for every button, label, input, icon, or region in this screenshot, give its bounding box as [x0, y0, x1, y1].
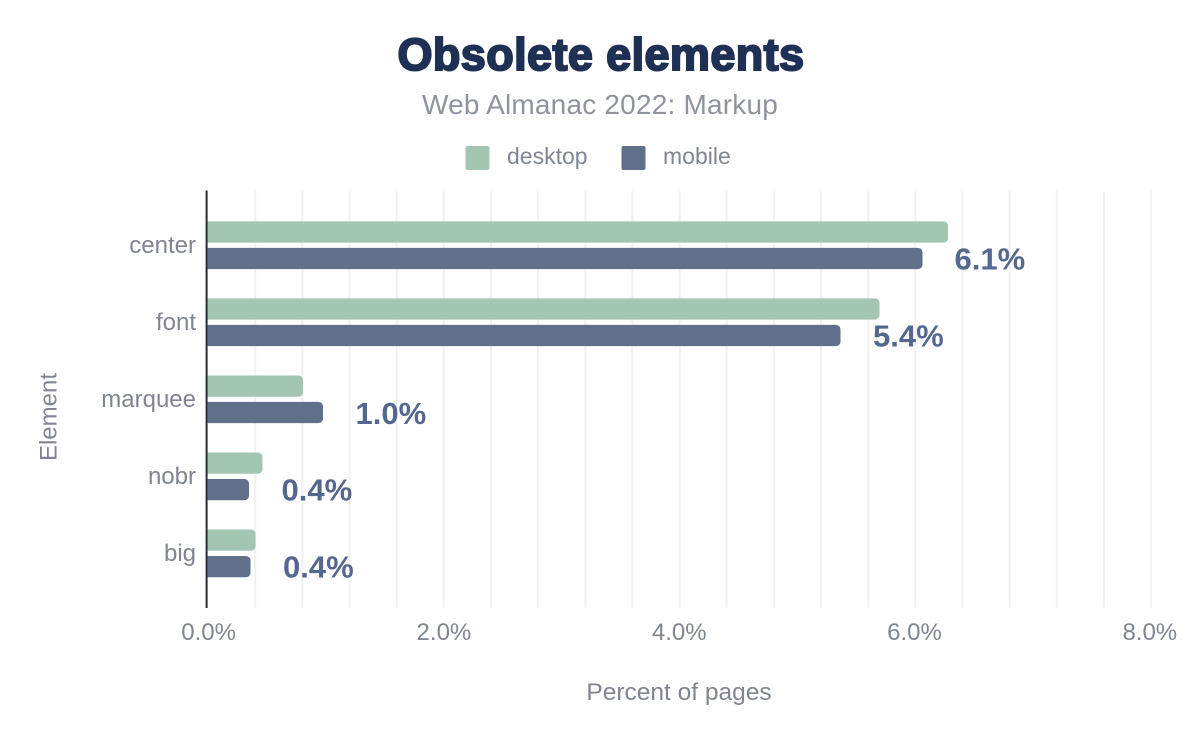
- svg-text:marquee: marquee: [101, 386, 196, 413]
- svg-text:Obsolete elements: Obsolete elements: [398, 29, 805, 80]
- svg-text:4.0%: 4.0%: [652, 619, 707, 646]
- svg-text:nobr: nobr: [148, 463, 196, 490]
- svg-text:1.0%: 1.0%: [356, 396, 427, 431]
- svg-text:big: big: [164, 540, 196, 567]
- svg-text:5.4%: 5.4%: [873, 319, 944, 354]
- svg-text:6.0%: 6.0%: [887, 619, 942, 646]
- svg-text:Web Almanac 2022: Markup: Web Almanac 2022: Markup: [422, 89, 778, 120]
- svg-text:0.4%: 0.4%: [283, 550, 354, 585]
- svg-text:desktop: desktop: [507, 143, 588, 169]
- svg-text:center: center: [129, 232, 196, 259]
- svg-text:0.0%: 0.0%: [181, 619, 236, 646]
- svg-text:8.0%: 8.0%: [1122, 619, 1177, 646]
- svg-text:2.0%: 2.0%: [417, 619, 472, 646]
- svg-text:Percent of pages: Percent of pages: [586, 679, 771, 706]
- svg-text:mobile: mobile: [663, 143, 731, 169]
- svg-text:Element: Element: [36, 373, 63, 461]
- svg-text:6.1%: 6.1%: [955, 242, 1026, 277]
- svg-text:font: font: [156, 309, 196, 336]
- svg-text:0.4%: 0.4%: [282, 473, 353, 508]
